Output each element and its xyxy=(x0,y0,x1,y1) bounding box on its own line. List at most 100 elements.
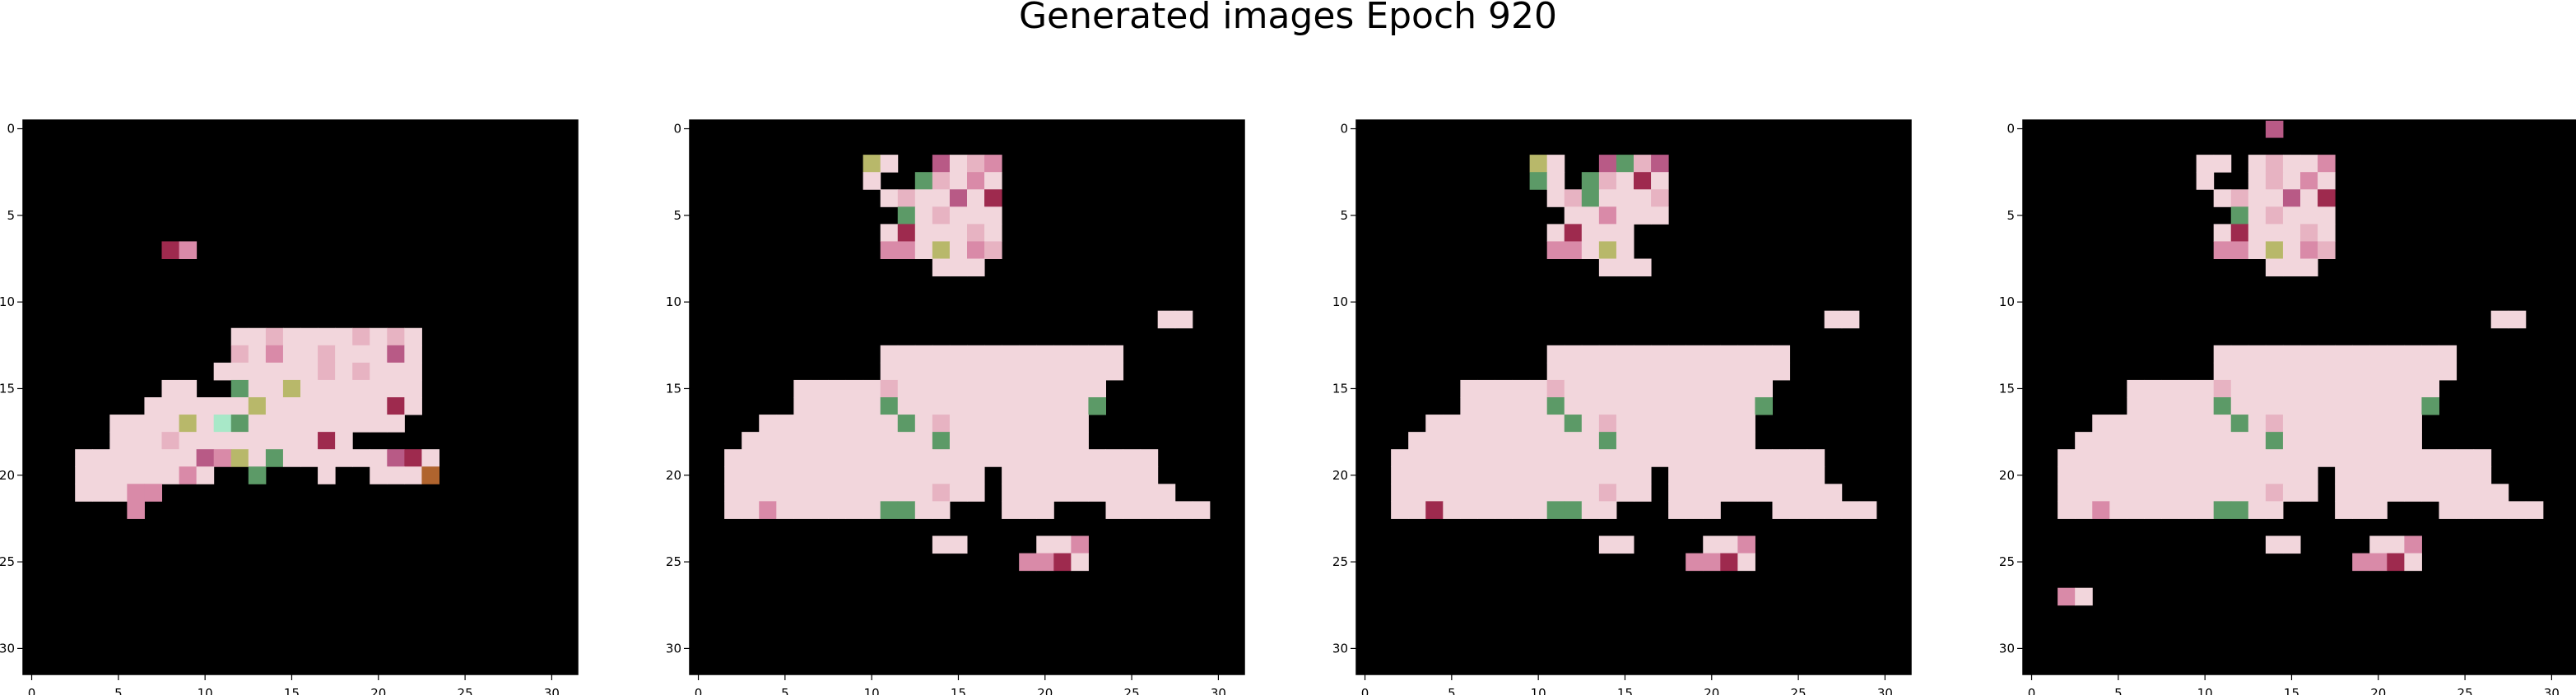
pixel xyxy=(2439,484,2457,502)
pixel xyxy=(352,397,370,415)
pixel xyxy=(144,466,162,484)
pixel xyxy=(1002,449,1020,467)
pixel xyxy=(2265,466,2284,484)
pixel xyxy=(248,397,267,415)
pixel xyxy=(352,415,370,433)
pixel xyxy=(2058,449,2076,467)
pixel xyxy=(2248,449,2267,467)
pixel xyxy=(1737,553,1755,572)
pixel xyxy=(2265,449,2284,467)
pixel xyxy=(1460,379,1478,398)
pixel xyxy=(2473,484,2492,502)
pixel xyxy=(2196,466,2215,484)
pixel xyxy=(1546,224,1565,242)
pixel xyxy=(2196,155,2215,173)
pixel xyxy=(1546,466,1565,484)
pixel xyxy=(2300,362,2318,381)
pixel xyxy=(724,466,742,484)
pixel xyxy=(2369,397,2388,415)
pixel xyxy=(1088,449,1106,467)
pixel xyxy=(387,327,405,346)
pixel xyxy=(265,379,284,398)
pixel xyxy=(1529,397,1548,415)
pixel xyxy=(793,484,811,502)
pixel xyxy=(2248,206,2267,225)
pixel xyxy=(1737,484,1755,502)
pixel xyxy=(2109,449,2127,467)
pixel xyxy=(932,224,951,242)
pixel xyxy=(2230,432,2249,450)
pixel xyxy=(1581,501,1600,519)
pixel xyxy=(1686,379,1704,398)
pixel xyxy=(2282,155,2301,173)
pixel xyxy=(370,397,388,415)
pixel xyxy=(2265,155,2284,173)
pixel xyxy=(1140,484,1159,502)
pixel xyxy=(1036,535,1054,554)
pixel xyxy=(1686,432,1704,450)
pixel xyxy=(1140,501,1159,519)
pixel xyxy=(248,379,267,398)
pixel xyxy=(282,362,301,381)
pixel xyxy=(2213,449,2232,467)
pixel xyxy=(1581,345,1600,364)
pixel xyxy=(897,206,916,225)
pixel xyxy=(1071,362,1089,381)
pixel xyxy=(1616,155,1634,173)
pixel xyxy=(2352,397,2370,415)
pixel xyxy=(2144,397,2162,415)
y-tick-label: 10 xyxy=(0,294,15,309)
pixel xyxy=(1546,484,1565,502)
pixel xyxy=(1651,362,1669,381)
pixel xyxy=(949,241,968,259)
pixel xyxy=(1564,241,1583,259)
axes-frame xyxy=(2022,119,2576,675)
pixel xyxy=(811,449,829,467)
pixel xyxy=(1408,466,1426,484)
pixel xyxy=(2178,397,2197,415)
pixel xyxy=(1529,415,1548,433)
pixel xyxy=(370,379,388,398)
pixel xyxy=(213,432,232,450)
pixel xyxy=(949,415,968,433)
pixel xyxy=(2473,449,2492,467)
pixel xyxy=(387,415,405,433)
pixel xyxy=(1088,466,1106,484)
pixel xyxy=(1581,415,1600,433)
pixel xyxy=(759,432,777,450)
pixel xyxy=(1703,553,1721,572)
pixel xyxy=(1616,484,1634,502)
pixel xyxy=(2127,432,2145,450)
pixel xyxy=(880,224,899,242)
pixel xyxy=(2127,449,2145,467)
pixel xyxy=(1512,432,1531,450)
pixel xyxy=(2490,501,2509,519)
pixel xyxy=(1581,466,1600,484)
pixel xyxy=(967,172,985,190)
pixel xyxy=(2456,466,2475,484)
pixel xyxy=(1634,484,1652,502)
pixel xyxy=(1512,466,1531,484)
pixel xyxy=(2335,362,2353,381)
pixel xyxy=(404,379,422,398)
pixel xyxy=(1088,484,1106,502)
x-tick-label: 25 xyxy=(1124,686,1140,695)
pixel xyxy=(1616,397,1634,415)
pixel xyxy=(387,362,405,381)
pixel xyxy=(370,449,388,467)
pixel xyxy=(1546,379,1565,398)
pixel xyxy=(2335,501,2353,519)
pixel xyxy=(1053,449,1072,467)
pixel xyxy=(949,379,968,398)
pixel xyxy=(300,415,319,433)
pixel xyxy=(932,535,951,554)
pixel xyxy=(161,415,180,433)
pixel xyxy=(2161,484,2180,502)
pixel xyxy=(179,432,198,450)
x-tick-label: 15 xyxy=(951,686,966,695)
pixel xyxy=(967,466,985,484)
pixel xyxy=(300,432,319,450)
pixel xyxy=(1002,345,1020,364)
pixel xyxy=(109,466,128,484)
pixel xyxy=(984,379,1002,398)
